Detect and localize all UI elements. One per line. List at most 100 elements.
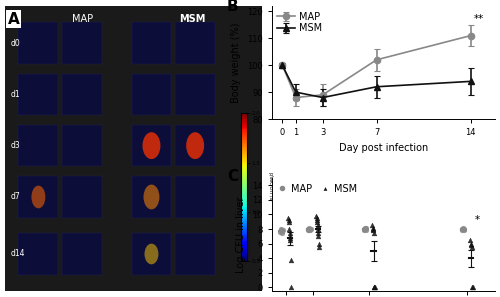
Point (306, 228, 314, 233)
Bar (18, 74, 59, 115)
Bar (18, 176, 59, 218)
Point (314, 234, 322, 239)
Point (312, 216, 320, 220)
Point (460, 228, 468, 233)
Point (466, 241, 474, 246)
Point (468, 245, 475, 250)
Y-axis label: p/sec/cm²/sr: p/sec/cm²/sr (268, 172, 273, 202)
Point (368, 223, 376, 228)
Point (286, 227, 294, 231)
Text: d14: d14 (10, 249, 24, 258)
Point (287, 285, 295, 290)
Point (306, 226, 314, 231)
Point (360, 227, 368, 231)
Ellipse shape (142, 132, 160, 159)
Text: **: ** (474, 15, 484, 24)
Point (306, 228, 314, 233)
Point (313, 219, 321, 224)
Point (460, 227, 468, 231)
Bar (18, 125, 59, 166)
Text: MSM: MSM (180, 15, 206, 24)
Bar (132, 176, 172, 218)
Bar (175, 125, 215, 166)
Point (314, 230, 322, 235)
Point (285, 219, 293, 224)
Bar (62, 176, 102, 218)
Point (467, 243, 475, 247)
Text: d7: d7 (10, 192, 20, 201)
Text: d0: d0 (10, 39, 20, 48)
Point (312, 214, 320, 218)
Bar (62, 125, 102, 166)
Point (276, 230, 284, 234)
X-axis label: Day post infection: Day post infection (338, 143, 428, 153)
Point (370, 230, 378, 235)
Point (314, 227, 322, 231)
Bar (62, 22, 102, 64)
Point (304, 228, 312, 232)
Point (278, 230, 285, 235)
Point (466, 238, 474, 242)
Text: MAP: MAP (72, 15, 92, 24)
Point (313, 218, 321, 223)
Text: A: A (8, 12, 20, 27)
Text: C: C (227, 169, 238, 184)
Bar (132, 22, 172, 64)
Point (370, 228, 378, 233)
Y-axis label: Body weight (%): Body weight (%) (231, 22, 241, 103)
Ellipse shape (32, 186, 46, 208)
Point (360, 228, 368, 232)
Point (362, 225, 370, 230)
Point (305, 226, 313, 231)
Bar (132, 233, 172, 275)
Point (362, 228, 370, 233)
Legend: MAP, MSM: MAP, MSM (276, 183, 357, 195)
Bar (62, 74, 102, 115)
Point (459, 226, 467, 231)
Y-axis label: Log CFU in liver: Log CFU in liver (236, 196, 246, 273)
Point (286, 234, 294, 239)
Text: d3: d3 (10, 141, 20, 150)
Bar (132, 125, 172, 166)
Point (458, 228, 466, 232)
Bar (175, 176, 215, 218)
Point (369, 227, 377, 231)
Point (370, 285, 378, 290)
Text: B: B (227, 0, 238, 14)
Point (371, 285, 379, 290)
Bar (18, 22, 59, 64)
Ellipse shape (144, 244, 158, 264)
Point (370, 285, 378, 290)
Point (361, 226, 369, 231)
Text: d1: d1 (10, 90, 20, 99)
Bar (175, 74, 215, 115)
Ellipse shape (186, 132, 204, 159)
Point (458, 227, 466, 231)
Point (468, 285, 476, 290)
Text: *: * (475, 215, 480, 225)
Point (315, 245, 323, 250)
Point (278, 229, 286, 233)
Point (286, 236, 294, 240)
Point (368, 225, 376, 230)
Point (278, 228, 286, 232)
Point (468, 285, 476, 290)
Bar (62, 233, 102, 275)
Bar (175, 22, 215, 64)
Point (286, 257, 294, 262)
Point (306, 227, 314, 231)
Point (304, 227, 312, 231)
Point (286, 230, 294, 235)
Legend: MAP, MSM: MAP, MSM (276, 11, 323, 34)
Point (284, 216, 292, 220)
Point (314, 223, 322, 228)
Bar (132, 74, 172, 115)
Point (277, 227, 285, 231)
Bar (18, 233, 59, 275)
Point (284, 218, 292, 223)
Ellipse shape (144, 184, 160, 209)
Point (362, 227, 370, 231)
Bar (175, 233, 215, 275)
Point (276, 228, 284, 233)
Point (314, 241, 322, 246)
